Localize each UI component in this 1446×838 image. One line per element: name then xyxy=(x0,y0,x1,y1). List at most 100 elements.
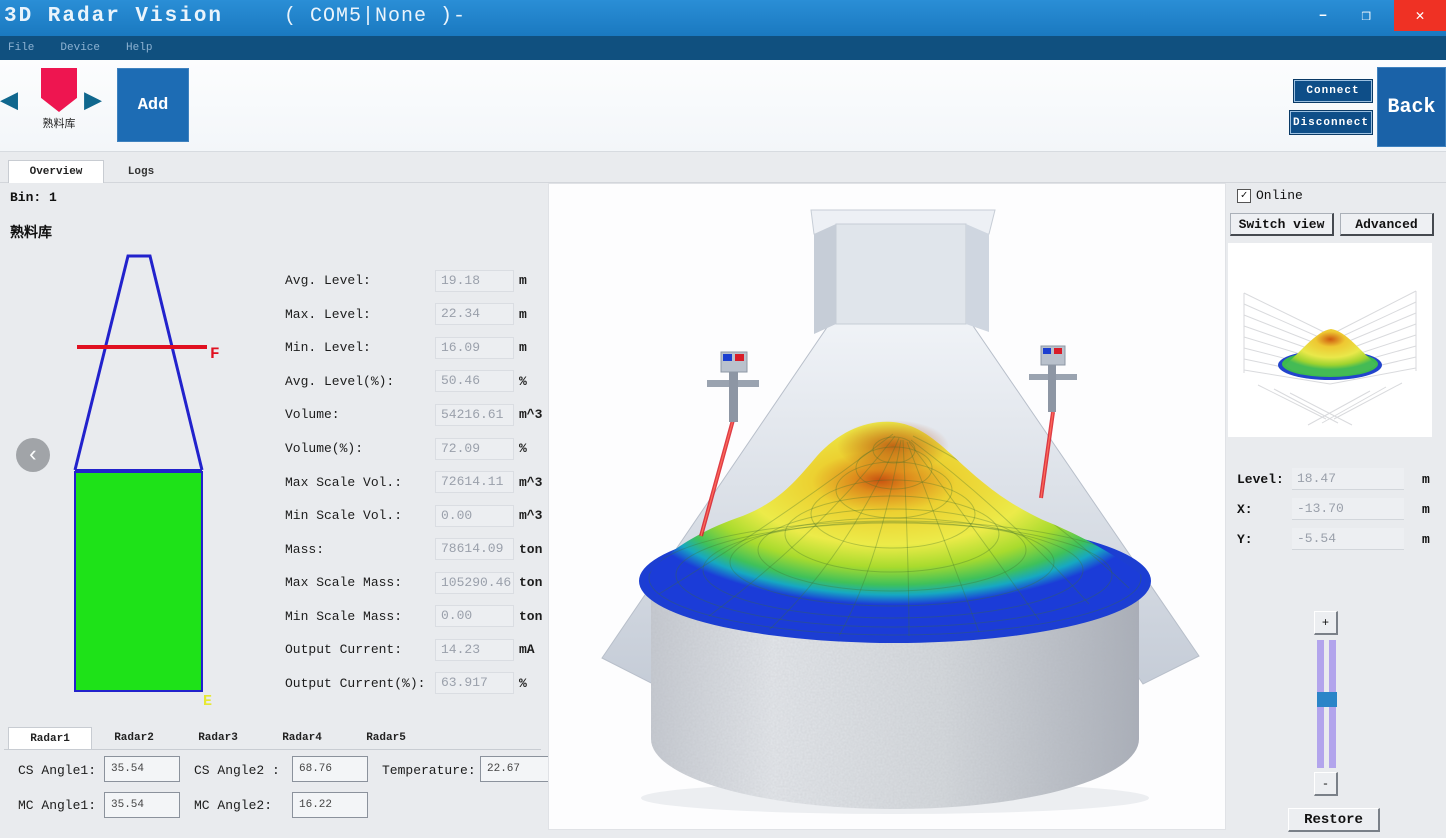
metric-row: Max. Level: 22.34 m xyxy=(285,298,543,332)
bin-shield-icon xyxy=(41,68,77,112)
main-tabstrip: Overview Logs xyxy=(0,160,1446,183)
metric-unit: m^3 xyxy=(519,407,543,423)
temperature-input[interactable] xyxy=(480,756,556,782)
metric-label: Mass: xyxy=(285,541,325,557)
metric-label: Avg. Level: xyxy=(285,273,371,289)
menu-device[interactable]: Device xyxy=(60,42,101,54)
metric-unit: mA xyxy=(519,642,535,658)
readout-unit: m xyxy=(1422,471,1430,487)
metric-label: Avg. Level(%): xyxy=(285,373,395,389)
metric-unit: % xyxy=(519,373,527,389)
check-icon: ✓ xyxy=(1240,189,1248,202)
metric-label: Max. Level: xyxy=(285,306,371,322)
readout-label: Level: xyxy=(1237,471,1284,487)
metric-value: 22.34 xyxy=(435,303,514,326)
readout-label: X: xyxy=(1237,501,1253,517)
readout-value: -5.54 xyxy=(1292,528,1404,550)
connection-port-label: ( COM5|None )- xyxy=(284,5,467,28)
metric-label: Min. Level: xyxy=(285,340,371,356)
cs-angle2-input[interactable] xyxy=(292,756,368,782)
add-button[interactable]: Add xyxy=(117,68,189,142)
advanced-button[interactable]: Advanced xyxy=(1340,213,1434,236)
toolbar: ◀ 熟料库 ▶ Add Connect Disconnect Back xyxy=(0,60,1446,152)
metric-row: Avg. Level(%): 50.46% xyxy=(285,365,543,399)
readout-value: 18.47 xyxy=(1292,468,1404,490)
back-button[interactable]: Back xyxy=(1377,67,1446,147)
mc-angle2-input[interactable] xyxy=(292,792,368,818)
collapse-panel-button[interactable]: ‹ xyxy=(16,438,50,472)
menu-file[interactable]: File xyxy=(8,42,35,54)
metric-value: 78614.09 xyxy=(435,538,514,561)
maximize-button[interactable]: ❒ xyxy=(1348,0,1384,31)
current-bin-item[interactable]: 熟料库 xyxy=(32,68,86,131)
close-icon: ✕ xyxy=(1415,8,1425,25)
metric-row: Mass: 78614.09 ton xyxy=(285,532,543,566)
metric-value: 50.46 xyxy=(435,370,514,393)
tab-radar5[interactable]: Radar5 xyxy=(366,732,406,744)
metric-row: Volume(%): 72.09% xyxy=(285,432,543,466)
next-bin-arrow-icon[interactable]: ▶ xyxy=(84,85,103,119)
full-threshold-label: F xyxy=(210,345,220,363)
metric-unit: ton xyxy=(519,541,543,557)
cs-angle2-label: CS Angle2 : xyxy=(194,763,280,778)
readout-unit: m xyxy=(1422,531,1430,547)
tab-radar1[interactable]: Radar1 xyxy=(8,727,92,749)
readout-unit: m xyxy=(1422,501,1430,517)
metric-value: 19.18 xyxy=(435,269,514,292)
surface-preview[interactable] xyxy=(1228,243,1432,437)
readout-x: X: -13.70 m xyxy=(1237,498,1430,520)
readout-y: Y: -5.54 m xyxy=(1237,528,1430,550)
online-checkbox[interactable]: ✓ xyxy=(1237,188,1251,203)
tab-radar4[interactable]: Radar4 xyxy=(282,732,322,744)
prev-bin-arrow-icon[interactable]: ◀ xyxy=(0,85,19,119)
bin-name-label: 熟料库 xyxy=(10,226,52,242)
switch-view-button[interactable]: Switch view xyxy=(1230,213,1334,236)
minimize-button[interactable]: – xyxy=(1306,0,1340,31)
zoom-slider[interactable] xyxy=(1317,640,1337,768)
restore-button[interactable]: Restore xyxy=(1288,808,1380,832)
metric-unit: % xyxy=(519,675,527,691)
metric-unit: m xyxy=(519,273,527,289)
tab-radar3[interactable]: Radar3 xyxy=(198,732,238,744)
empty-threshold-label: E xyxy=(203,693,212,708)
online-toggle[interactable]: ✓ Online xyxy=(1237,188,1303,203)
metric-label: Max Scale Mass: xyxy=(285,575,403,591)
metric-value: 63.917 xyxy=(435,672,514,695)
close-button[interactable]: ✕ xyxy=(1394,0,1446,31)
temperature-label: Temperature: xyxy=(382,763,476,778)
metric-row: Max Scale Mass: 105290.46 ton xyxy=(285,566,543,600)
zoom-slider-handle[interactable] xyxy=(1317,692,1337,707)
metric-label: Output Current: xyxy=(285,642,403,658)
tab-logs[interactable]: Logs xyxy=(127,165,155,178)
metric-label: Volume(%): xyxy=(285,441,364,456)
metric-row: Output Current(%): 63.917% xyxy=(285,667,543,701)
menu-help[interactable]: Help xyxy=(126,42,153,54)
metric-value: 14.23 xyxy=(435,638,514,661)
metric-value: 0.00 xyxy=(435,605,514,628)
metric-unit: m^3 xyxy=(519,474,543,490)
tab-radar2[interactable]: Radar2 xyxy=(114,732,154,744)
material-surface xyxy=(645,421,1146,638)
zoom-out-button[interactable]: - xyxy=(1314,772,1338,796)
titlebar: 3D Radar Vision ( COM5|None )- – ❒ ✕ xyxy=(0,0,1446,36)
metric-unit: m xyxy=(519,306,527,322)
metric-row: Min. Level: 16.09 m xyxy=(285,331,543,365)
radar-sensor-left xyxy=(699,351,759,537)
tab-overview[interactable]: Overview xyxy=(8,160,104,183)
metric-unit: m^3 xyxy=(519,508,543,524)
disconnect-button[interactable]: Disconnect xyxy=(1289,110,1373,135)
mc-angle1-label: MC Angle1: xyxy=(18,798,97,813)
mc-angle1-input[interactable] xyxy=(104,792,180,818)
connect-button[interactable]: Connect xyxy=(1293,79,1373,103)
silo-3d-view[interactable] xyxy=(548,183,1226,830)
metric-unit: % xyxy=(519,441,527,456)
fill-level-bar xyxy=(74,471,203,692)
metric-label: Output Current(%): xyxy=(285,675,426,691)
maximize-icon: ❒ xyxy=(1361,8,1371,25)
menubar: File Device Help xyxy=(0,36,1446,60)
zoom-in-button[interactable]: + xyxy=(1314,611,1338,635)
readout-label: Y: xyxy=(1237,531,1253,547)
metric-row: Max Scale Vol.: 72614.11 m^3 xyxy=(285,465,543,499)
cs-angle1-input[interactable] xyxy=(104,756,180,782)
metric-label: Max Scale Vol.: xyxy=(285,474,403,490)
